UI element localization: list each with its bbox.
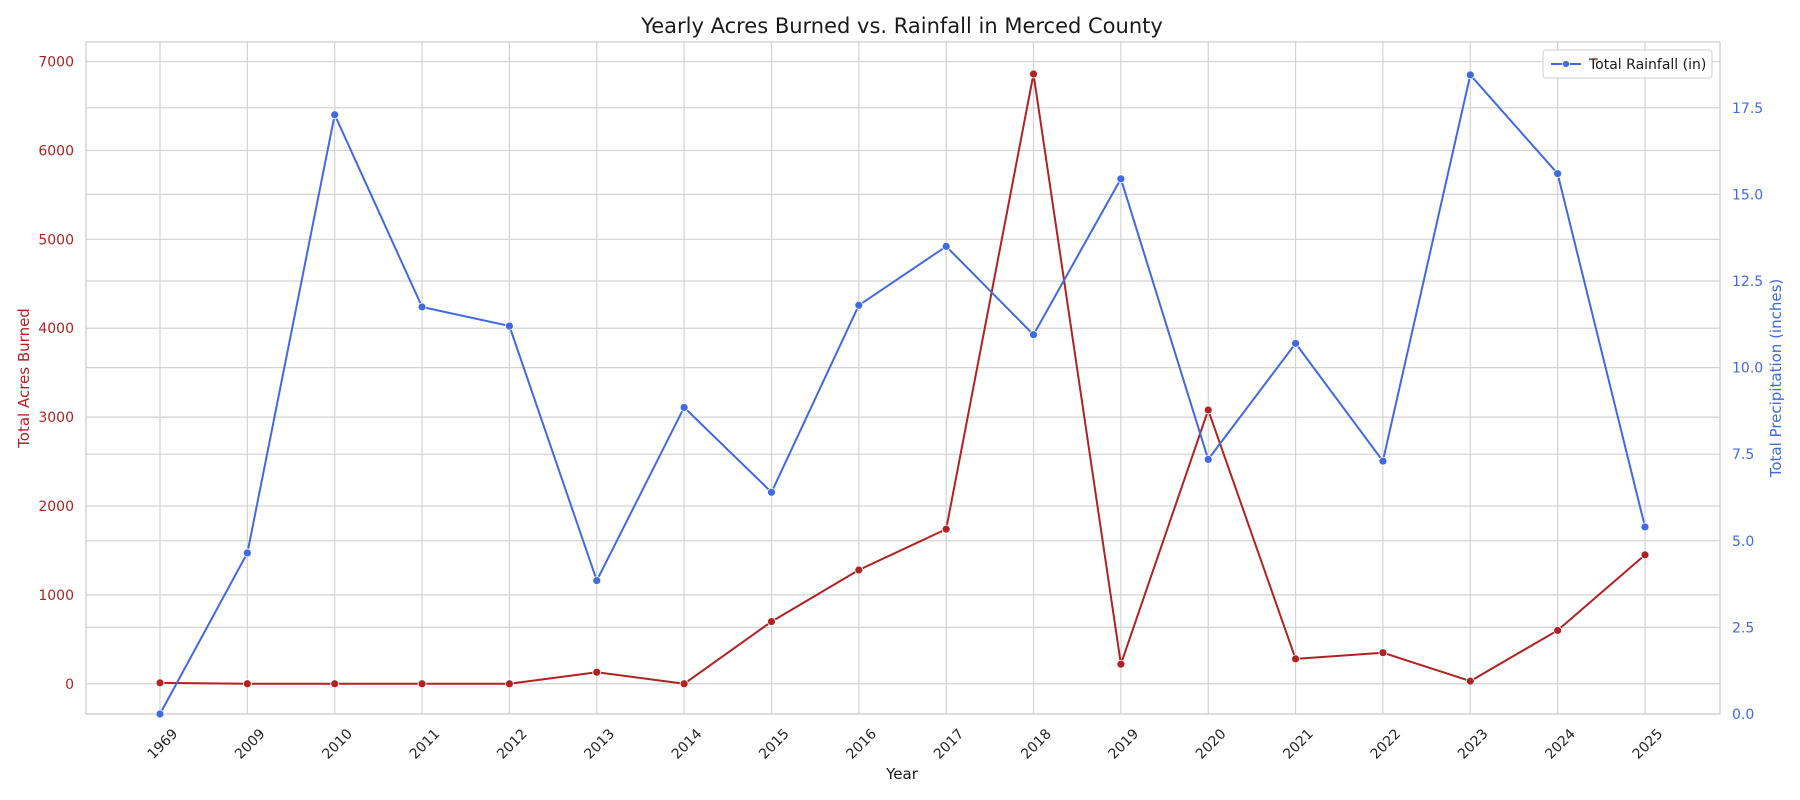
legend: Total Rainfall (in)	[1542, 49, 1713, 79]
x-tick-label: 2013	[581, 726, 618, 763]
x-tick-label: 2020	[1193, 726, 1230, 763]
x-tick-label: 2023	[1455, 726, 1492, 763]
series-line	[159, 73, 1646, 685]
x-tick-label: 2016	[844, 726, 881, 763]
data-point	[941, 241, 951, 251]
legend-box	[1542, 49, 1713, 79]
left-y-tick-label: 5000	[38, 232, 74, 248]
data-point	[505, 679, 514, 689]
x-tick-label: 2019	[1106, 726, 1143, 763]
left-y-tick-label: 6000	[38, 143, 74, 159]
right-y-tick-label: 10.0	[1732, 361, 1763, 377]
data-point	[679, 679, 689, 689]
x-tick-label: 2024	[1542, 726, 1579, 763]
left-y-tick-label: 3000	[38, 410, 74, 426]
left-y-tick-label: 0	[65, 677, 74, 693]
data-point	[1116, 174, 1126, 184]
data-point	[1640, 550, 1650, 560]
data-point	[592, 576, 602, 586]
x-tick-label: 1969	[145, 726, 182, 763]
x-tick-label: 2025	[1630, 726, 1667, 763]
x-tick-label: 2012	[494, 726, 531, 763]
data-point	[1203, 455, 1213, 464]
data-point	[417, 302, 427, 312]
data-point	[854, 300, 864, 310]
data-point	[330, 679, 340, 689]
right-y-tick-label: 0.0	[1732, 707, 1754, 723]
data-point	[242, 679, 252, 689]
left-y-tick-label: 1000	[38, 588, 74, 604]
right-y-axis-ticks: 0.0 2.5 5.0 7.5 10.0 12.5 15.0 17.5	[1732, 101, 1763, 723]
data-point	[1291, 338, 1300, 348]
x-tick-label: 2009	[232, 726, 269, 763]
series-line	[159, 73, 1646, 715]
x-axis-label: Year	[885, 765, 919, 783]
data-point	[679, 403, 689, 412]
x-axis-ticks: 1969 2009 2010 2011 2012 2013 2014 2015 2016 2017…	[145, 726, 1667, 763]
data-point	[1465, 676, 1475, 686]
left-y-tick-label: 2000	[38, 499, 74, 515]
left-y-tick-label: 4000	[38, 321, 74, 337]
legend-hidden-marker	[1591, 56, 1599, 64]
data-point	[1465, 70, 1475, 80]
x-tick-label: 2022	[1368, 726, 1405, 763]
x-tick-label: 2010	[319, 726, 356, 763]
data-point	[417, 679, 427, 689]
data-point	[330, 110, 340, 120]
right-y-tick-label: 15.0	[1732, 187, 1763, 203]
right-y-tick-label: 17.5	[1732, 101, 1763, 117]
series-total-rainfall	[155, 70, 1650, 719]
data-point	[1029, 69, 1038, 79]
x-tick-label: 2021	[1280, 726, 1317, 763]
data-point	[1116, 659, 1126, 669]
data-point	[1640, 522, 1650, 532]
data-point	[1378, 648, 1388, 658]
data-point	[1553, 169, 1563, 179]
data-point	[1203, 405, 1213, 415]
data-point	[767, 617, 776, 626]
data-point	[1378, 456, 1388, 466]
chart-title: Yearly Acres Burned vs. Rainfall in Merc…	[640, 14, 1163, 38]
right-y-tick-label: 7.5	[1732, 447, 1754, 463]
data-point	[155, 709, 165, 719]
x-tick-label: 2017	[931, 726, 968, 763]
data-point	[767, 487, 776, 497]
right-y-tick-label: 12.5	[1732, 274, 1763, 290]
right-y-axis-label: Total Precipitation (inches)	[1767, 279, 1785, 479]
data-point	[505, 321, 514, 331]
series-layer	[155, 69, 1650, 719]
data-point	[242, 548, 252, 558]
data-point	[854, 565, 864, 575]
left-y-axis-label: Total Acres Burned	[15, 308, 33, 449]
x-tick-label: 2018	[1018, 726, 1055, 763]
legend-entry-rainfall: Total Rainfall (in)	[1588, 57, 1706, 73]
left-y-tick-label: 7000	[38, 55, 74, 71]
data-point	[592, 667, 602, 677]
x-tick-label: 2014	[669, 726, 706, 763]
plot-frame	[85, 41, 1721, 715]
right-y-tick-label: 2.5	[1732, 620, 1754, 636]
data-point	[155, 678, 165, 688]
legend-swatch-marker	[1562, 60, 1570, 68]
data-point	[941, 524, 951, 534]
left-y-axis-ticks: 0 1000 2000 3000 4000 5000 6000 7000	[38, 55, 74, 693]
grid	[86, 42, 1720, 715]
right-y-tick-label: 5.0	[1732, 534, 1754, 550]
data-point	[1553, 626, 1563, 635]
x-tick-label: 2011	[407, 726, 444, 763]
data-point	[1291, 654, 1300, 664]
x-tick-label: 2015	[756, 726, 793, 763]
data-point	[1029, 330, 1038, 340]
series-acres-burned	[155, 69, 1650, 689]
